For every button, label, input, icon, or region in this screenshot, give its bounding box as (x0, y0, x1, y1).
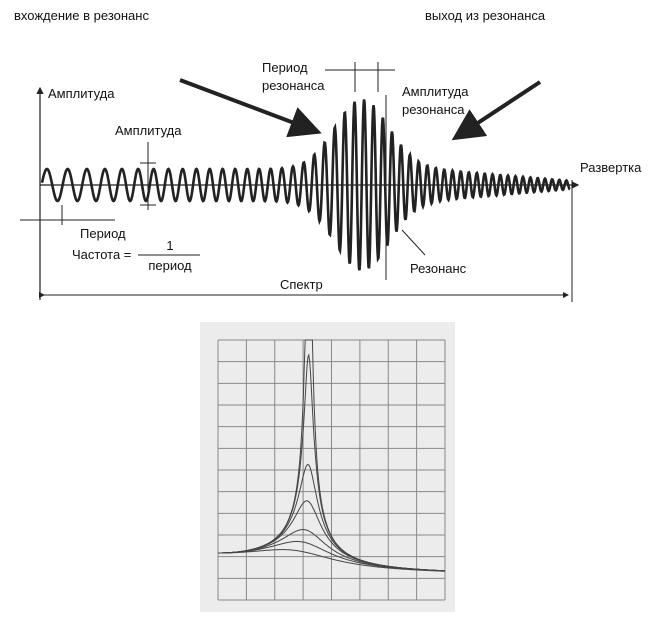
label: Период (80, 226, 126, 241)
label: резонанса (262, 78, 325, 93)
label: Развертка (580, 160, 642, 175)
label: резонанса (402, 102, 465, 117)
label: вхождение в резонанс (14, 8, 149, 23)
label: Амплитуда (48, 86, 115, 101)
label: Период (262, 60, 308, 75)
label: Резонанс (410, 261, 467, 276)
diagram: вхождение в резонанс выход из резонанса … (0, 0, 665, 616)
label: выход из резонанса (425, 8, 546, 23)
sweep-diagram: вхождение в резонанс выход из резонанса … (14, 8, 642, 302)
label: Амплитуда (115, 123, 182, 138)
label: период (148, 258, 192, 273)
label: Частота = (72, 247, 131, 262)
label: Спектр (280, 277, 323, 292)
resonance-curves (200, 322, 455, 612)
label: 1 (166, 238, 173, 253)
leader (402, 230, 425, 255)
label: Амплитуда (402, 84, 469, 99)
